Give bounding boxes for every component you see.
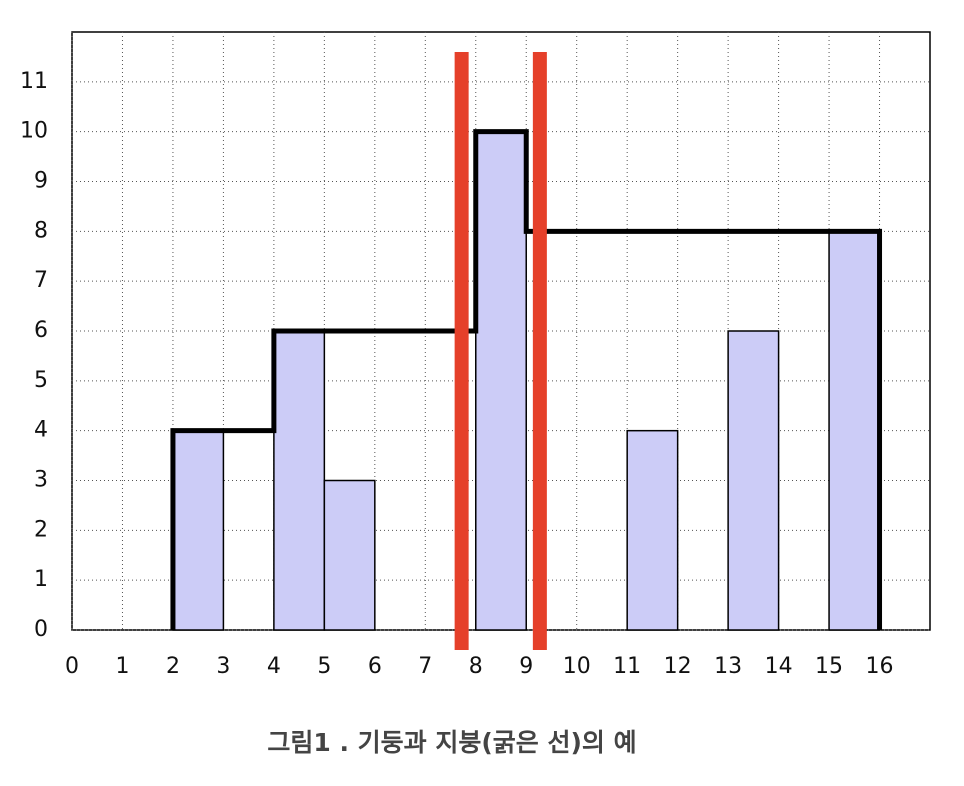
x-tick-label: 8 bbox=[469, 654, 483, 679]
bar bbox=[475, 130, 527, 631]
x-tick-label: 7 bbox=[418, 654, 432, 679]
y-tick-label: 4 bbox=[34, 418, 48, 443]
y-tick-label: 10 bbox=[20, 119, 48, 144]
bar bbox=[828, 230, 881, 631]
y-tick-label: 1 bbox=[34, 567, 48, 592]
x-tick-label: 4 bbox=[267, 654, 281, 679]
bar bbox=[273, 330, 326, 631]
x-tick-label: 15 bbox=[815, 654, 843, 679]
x-tick-label: 1 bbox=[115, 654, 129, 679]
x-tick-label: 9 bbox=[519, 654, 533, 679]
bar bbox=[172, 429, 225, 631]
caption: 그림1 . 기둥과 지붕(굵은 선)의 예 bbox=[267, 728, 636, 757]
x-tick-label: 13 bbox=[714, 654, 742, 679]
y-tick-label: 9 bbox=[34, 169, 48, 194]
x-tick-label: 3 bbox=[216, 654, 230, 679]
y-tick-label: 2 bbox=[34, 517, 48, 542]
bar bbox=[727, 330, 780, 631]
y-tick-label: 5 bbox=[34, 368, 48, 393]
bar bbox=[626, 429, 679, 631]
x-tick-label: 0 bbox=[65, 654, 79, 679]
x-tick-label: 16 bbox=[866, 654, 894, 679]
y-tick-label: 3 bbox=[34, 468, 48, 493]
bar bbox=[323, 479, 376, 631]
y-tick-label: 11 bbox=[20, 69, 48, 94]
red-line bbox=[532, 52, 547, 650]
x-tick-label: 11 bbox=[613, 654, 641, 679]
x-tick-label: 10 bbox=[563, 654, 591, 679]
x-tick-label: 14 bbox=[765, 654, 793, 679]
y-tick-label: 6 bbox=[34, 318, 48, 343]
x-tick-label: 12 bbox=[664, 654, 692, 679]
red-line bbox=[454, 52, 469, 650]
y-tick-label: 0 bbox=[34, 617, 48, 642]
roof-line bbox=[170, 129, 883, 630]
y-tick-label: 7 bbox=[34, 268, 48, 293]
x-tick-label: 2 bbox=[166, 654, 180, 679]
x-tick-label: 6 bbox=[368, 654, 382, 679]
y-tick-label: 8 bbox=[34, 218, 48, 243]
x-tick-label: 5 bbox=[317, 654, 331, 679]
